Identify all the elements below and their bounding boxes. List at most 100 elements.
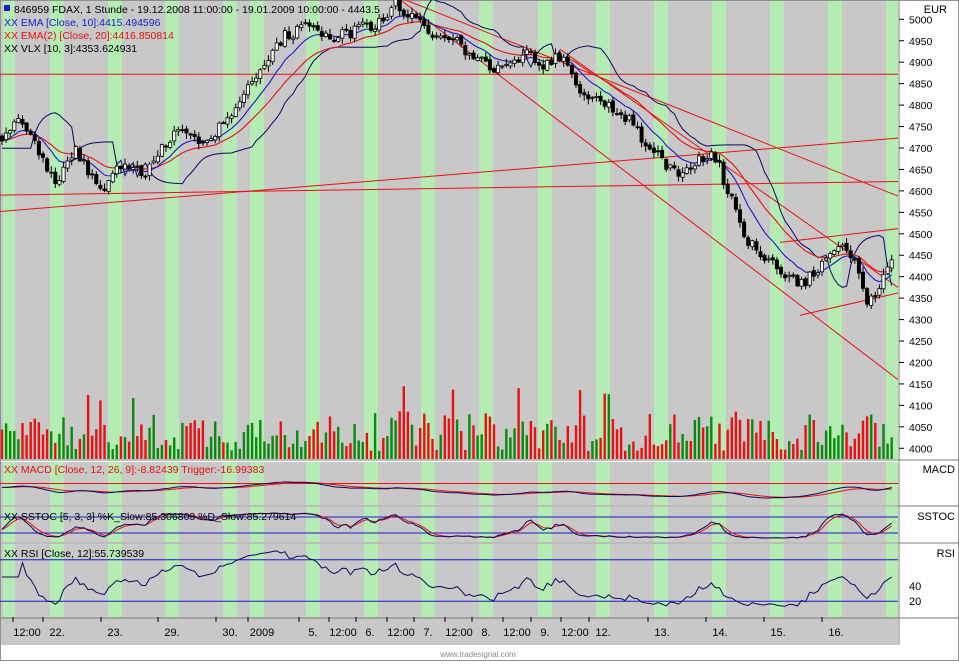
volume-bar-48 [197, 428, 200, 459]
rsi-line [2, 550, 892, 607]
volume-bar-46 [189, 422, 192, 459]
session-band-10-2 [538, 507, 552, 542]
candle-body-208 [852, 258, 857, 261]
volume-bar-164 [673, 414, 676, 459]
candle-body-8 [32, 134, 37, 141]
trend-line-1 [0, 137, 899, 212]
candle-body-163 [668, 164, 673, 169]
candle-body-168 [688, 167, 693, 170]
candle-body-193 [791, 274, 796, 277]
candle-body-61 [250, 81, 255, 85]
volume-bar-162 [665, 440, 668, 459]
candle-body-18 [73, 146, 78, 159]
volume-bar-177 [726, 429, 729, 459]
candle-body-178 [729, 193, 734, 197]
volume-bar-83 [341, 442, 344, 459]
volume-bar-108 [443, 415, 446, 459]
session-band-16-2 [886, 507, 898, 542]
volume-bar-62 [255, 437, 258, 459]
session-band-7-0 [364, 0, 378, 459]
volume-bar-22 [91, 435, 94, 459]
volume-bar-55 [226, 442, 229, 459]
time-tick-label-5: 2009 [250, 627, 274, 639]
volume-bar-176 [722, 450, 725, 459]
candle-body-132 [541, 64, 546, 70]
candle-body-158 [647, 144, 652, 150]
candle-body-84 [344, 28, 349, 31]
volume-bar-137 [562, 442, 565, 459]
candle-body-199 [815, 272, 820, 276]
volume-bar-152 [624, 450, 627, 459]
candle-body-125 [512, 59, 517, 64]
volume-bar-113 [464, 449, 467, 459]
volume-bar-92 [378, 450, 381, 459]
volume-bar-79 [324, 432, 328, 459]
volume-bar-38 [156, 447, 159, 459]
volume-bar-169 [693, 419, 697, 459]
candle-body-142 [582, 92, 587, 96]
volume-bar-121 [496, 446, 500, 459]
candle-body-88 [360, 21, 365, 25]
candle-body-42 [172, 130, 177, 142]
candle-body-54 [221, 122, 226, 124]
candle-body-24 [98, 184, 103, 189]
candle-body-147 [602, 100, 607, 107]
volume-bar-51 [209, 436, 213, 459]
volume-bar-167 [685, 440, 688, 459]
volume-bar-56 [230, 450, 233, 459]
volume-bar-201 [824, 430, 828, 459]
session-band-13-0 [712, 0, 726, 459]
candle-body-143 [586, 94, 591, 100]
candle-body-195 [799, 278, 804, 287]
candle-body-202 [828, 253, 833, 259]
volume-bar-214 [878, 446, 881, 459]
candle-body-104 [426, 24, 431, 34]
volume-bar-127 [521, 421, 524, 459]
volume-bar-183 [751, 419, 754, 459]
candle-body-94 [385, 17, 390, 21]
candle-body-36 [147, 163, 152, 176]
session-band-0-0 [3, 0, 15, 459]
candle-body-110 [450, 38, 455, 41]
volume-bar-89 [365, 432, 369, 459]
volume-bar-73 [300, 446, 303, 459]
volume-bar-136 [558, 439, 561, 459]
chart-header-symbol: 846959 FDAX, 1 Stunde - 19.12.2008 11:00… [14, 4, 380, 16]
volume-bar-14 [58, 433, 61, 459]
volume-bar-63 [259, 419, 262, 459]
volume-bar-205 [841, 424, 844, 459]
volume-bar-77 [316, 421, 319, 459]
volume-bar-217 [890, 437, 893, 459]
candle-body-198 [811, 270, 816, 277]
candle-body-60 [245, 84, 250, 96]
candle-body-176 [721, 161, 726, 185]
candle-body-6 [24, 122, 29, 132]
candle-body-45 [184, 128, 189, 134]
price-axis-unit: EUR [924, 4, 947, 16]
volume-bar-107 [439, 434, 442, 459]
plot-area-0 [0, 0, 898, 459]
candle-body-145 [594, 95, 599, 98]
candle-body-152 [623, 114, 628, 122]
candle-body-185 [758, 251, 763, 258]
session-band-6-0 [306, 0, 320, 459]
volume-bar-161 [660, 444, 664, 459]
volume-bar-186 [763, 440, 766, 459]
volume-bar-10 [41, 434, 45, 459]
candle-body-201 [824, 257, 829, 261]
volume-bar-34 [140, 424, 143, 459]
volume-bar-16 [66, 445, 69, 459]
volume-bar-36 [148, 427, 151, 459]
candle-body-214 [877, 288, 882, 296]
volume-bar-181 [742, 441, 746, 459]
volume-bar-52 [214, 421, 217, 459]
volume-bar-88 [361, 441, 364, 459]
candle-body-4 [16, 118, 21, 123]
candle-body-124 [508, 62, 513, 67]
session-band-15-0 [828, 0, 842, 459]
candle-body-114 [467, 53, 472, 56]
candle-body-119 [487, 59, 492, 71]
candle-body-186 [762, 255, 767, 261]
volume-bar-208 [853, 438, 856, 459]
